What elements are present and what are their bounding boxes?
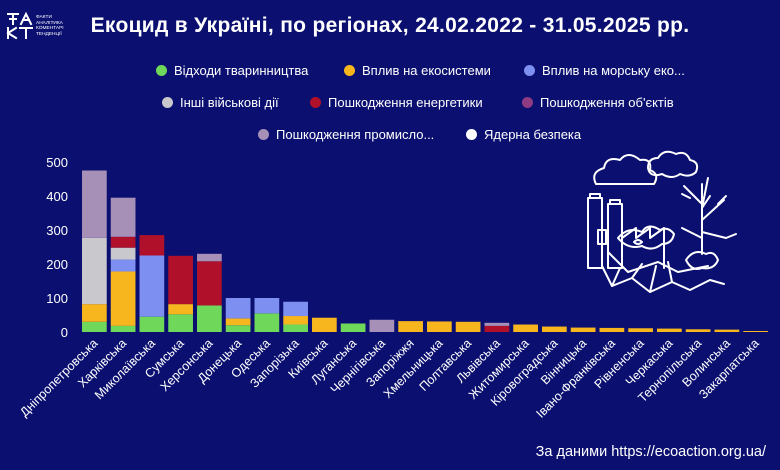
factory-pollution-illustration — [587, 150, 737, 293]
bar-segment — [570, 327, 596, 332]
bar-segment — [110, 197, 136, 237]
bar-segment — [283, 324, 308, 332]
fakty-logo: ФАКТИ АНАЛІТИКА КОМЕНТАРІ ТЕНДЕНЦІЇ — [6, 10, 78, 44]
bar-segment — [139, 255, 165, 317]
bar-segment — [369, 319, 395, 332]
logo-line: ТЕНДЕНЦІЇ — [36, 31, 62, 37]
bar-segment — [657, 328, 682, 332]
bar-segment — [427, 321, 452, 332]
legend-label: Вплив на морську еко... — [542, 63, 685, 78]
bar-segment — [225, 325, 251, 332]
bar-segment — [484, 322, 510, 326]
bar-segment — [283, 316, 308, 325]
legend-swatch — [162, 97, 173, 108]
logo-text: ФАКТИ АНАЛІТИКА КОМЕНТАРІ ТЕНДЕНЦІЇ — [36, 15, 64, 37]
bar-segment — [139, 316, 165, 332]
bar-segment — [340, 323, 366, 332]
legend-swatch — [524, 65, 535, 76]
legend-item-livestock-waste[interactable]: Відходи тваринництва — [156, 63, 308, 78]
bar-segment — [139, 235, 165, 256]
bar-segment — [743, 330, 768, 332]
bar-segment — [599, 327, 625, 332]
legend-label: Інші військові дії — [180, 95, 279, 110]
legend-item-marine-impact[interactable]: Вплив на морську еко... — [524, 63, 685, 78]
legend-swatch — [310, 97, 321, 108]
bar-segment — [254, 313, 280, 332]
chart-title: Екоцид в Україні, по регіонах, 24.02.202… — [90, 14, 690, 37]
legend-label: Вплив на екосистеми — [362, 63, 491, 78]
legend-label: Відходи тваринництва — [174, 63, 309, 78]
bar-segment — [82, 304, 107, 322]
bar-segment — [82, 237, 107, 305]
y-tick-label: 100 — [46, 291, 68, 306]
legend-label: Пошкодження промисло... — [276, 127, 435, 142]
bar-segment — [110, 271, 136, 326]
logo-line: КОМЕНТАРІ — [36, 26, 64, 32]
legend-swatch — [522, 97, 533, 108]
bar-segment — [168, 304, 193, 315]
bar-segment — [110, 259, 136, 272]
bar-segment — [484, 325, 510, 332]
bar-segment — [110, 247, 136, 260]
legend-item-industry-damage[interactable]: Пошкодження промисло... — [258, 127, 434, 142]
logo-line: ФАКТИ — [36, 15, 52, 20]
y-tick-label: 400 — [46, 189, 68, 204]
bar-segment — [197, 305, 222, 332]
bar-segment — [513, 324, 538, 332]
bar-segment — [82, 321, 107, 332]
legend-swatch — [156, 65, 167, 76]
y-tick-label: 0 — [61, 325, 68, 340]
bar-segment — [168, 255, 193, 305]
y-tick-label: 500 — [46, 155, 68, 170]
bar-segment — [82, 170, 107, 238]
bar-segment — [225, 318, 251, 326]
y-tick-label: 300 — [46, 223, 68, 238]
bar-segment — [225, 298, 251, 319]
logo-mark-icon — [6, 11, 33, 40]
bar-segment — [110, 236, 136, 248]
legend-item-energy-damage[interactable]: Пошкодження енергетики — [310, 95, 483, 110]
bar-segment — [197, 253, 222, 262]
bar-segment — [312, 317, 337, 332]
chart-legend: Відходи тваринництва Вплив на екосистеми… — [0, 0, 780, 160]
legend-item-other-military[interactable]: Інші військові дії — [162, 95, 279, 110]
bar-segment — [168, 314, 193, 332]
bar-segment — [685, 329, 711, 332]
legend-label: Ядерна безпека — [484, 127, 582, 142]
legend-item-nuclear-safety[interactable]: Ядерна безпека — [466, 127, 581, 142]
legend-label: Пошкодження об'єктів — [540, 95, 674, 110]
legend-item-ecosystem-impact[interactable]: Вплив на екосистеми — [344, 63, 491, 78]
legend-swatch — [258, 129, 269, 140]
bar-segment — [283, 301, 308, 317]
bar-segment — [714, 329, 740, 332]
bar-segment — [628, 328, 653, 332]
bar-segment — [455, 321, 481, 332]
legend-item-object-damage[interactable]: Пошкодження об'єктів — [522, 95, 674, 110]
bar-segment — [254, 298, 280, 314]
legend-label: Пошкодження енергетики — [328, 95, 483, 110]
logo-line: АНАЛІТИКА — [36, 20, 63, 26]
y-tick-label: 200 — [46, 257, 68, 272]
source-note: За даними https://ecoaction.org.ua/ — [535, 444, 766, 460]
legend-swatch — [466, 129, 477, 140]
bar-segment — [542, 326, 567, 332]
bar-segment — [110, 325, 136, 332]
legend-swatch — [344, 65, 355, 76]
bar-segment — [197, 261, 222, 306]
bar-segment — [398, 321, 423, 332]
